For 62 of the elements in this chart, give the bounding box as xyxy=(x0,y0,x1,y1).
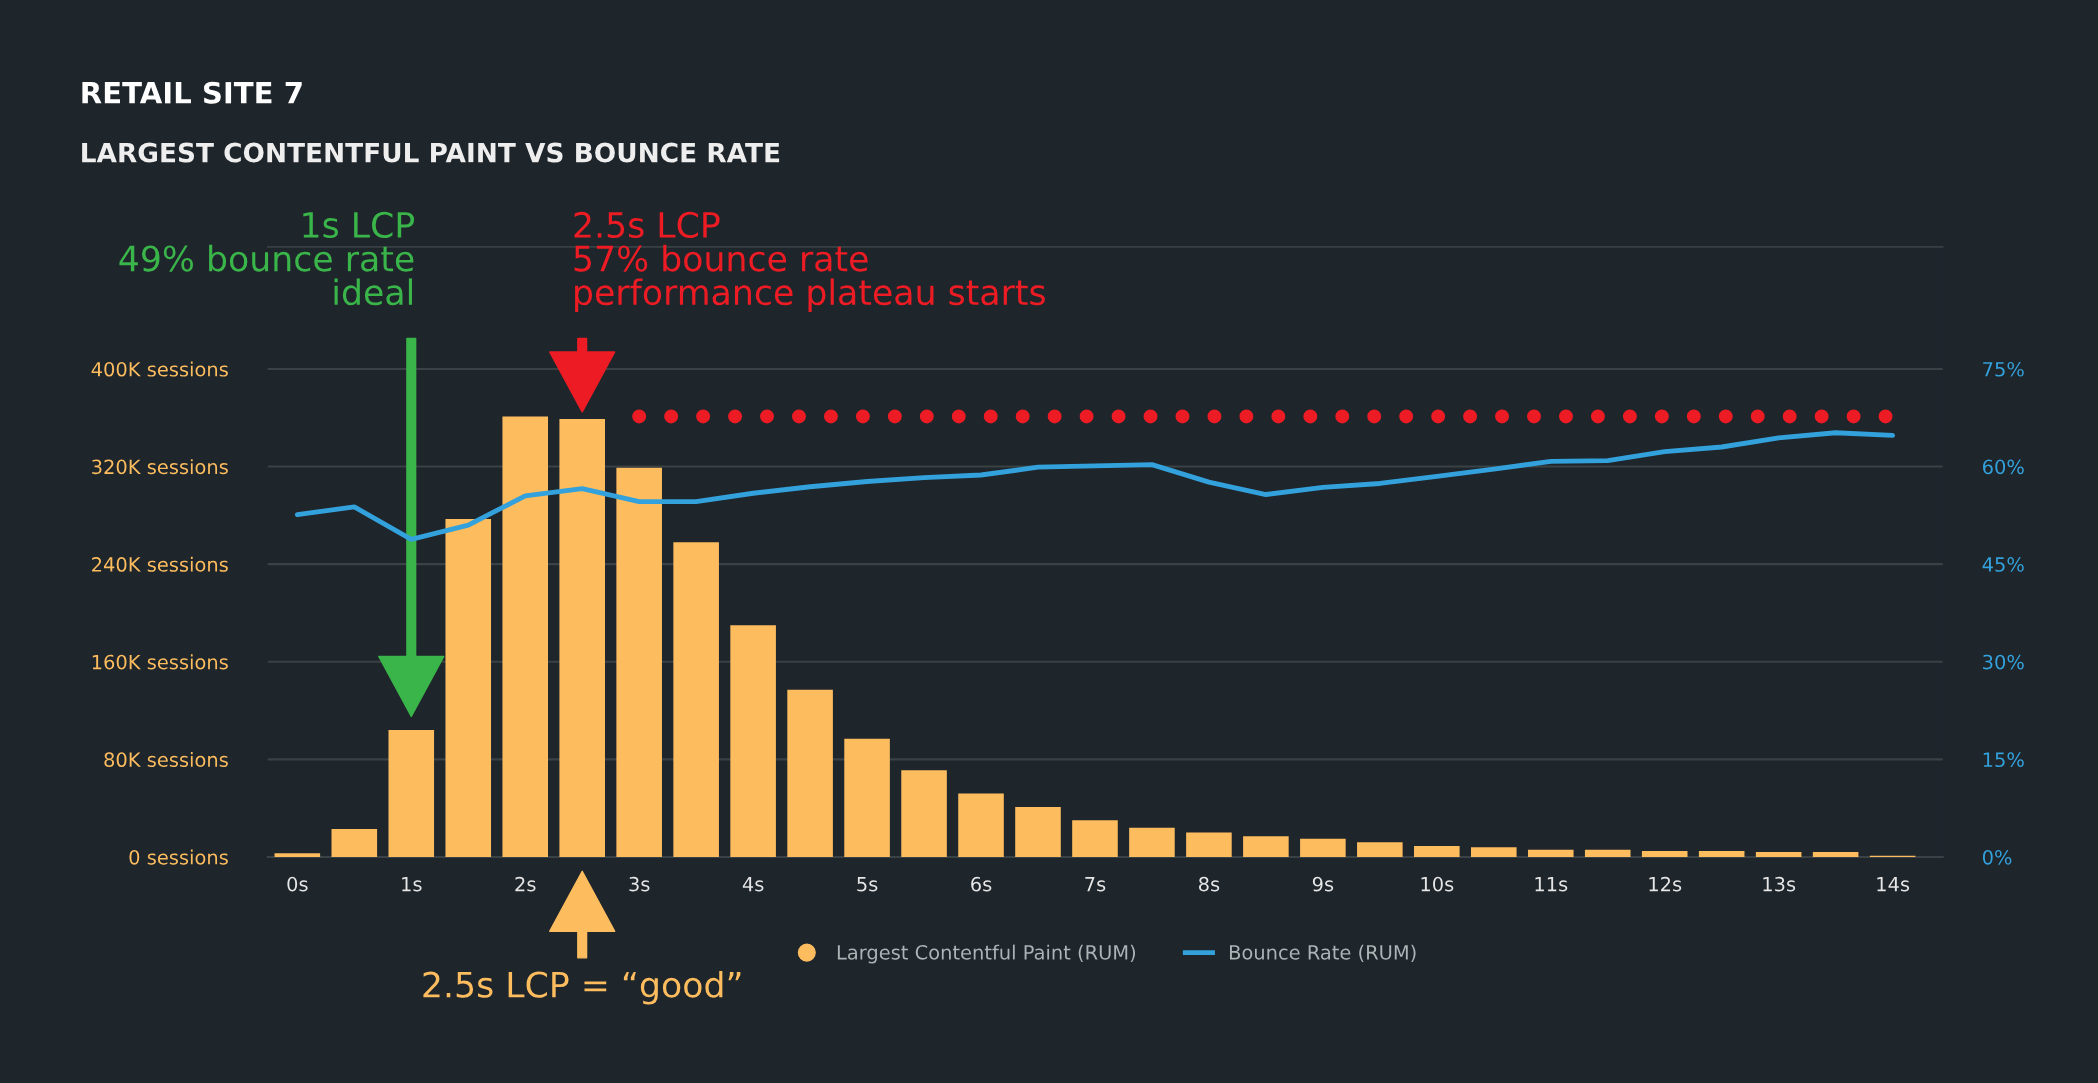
bar xyxy=(502,416,549,857)
bar xyxy=(388,730,435,857)
chart-subtitle: LARGEST CONTENTFUL PAINT VS BOUNCE RATE xyxy=(82,142,780,163)
bar xyxy=(673,542,719,857)
x-tick-label: 8s xyxy=(1198,876,1220,892)
x-tick-label: 13s xyxy=(1763,876,1796,892)
bar xyxy=(1527,849,1574,857)
x-tick-label: 9s xyxy=(1312,876,1334,892)
legend-label: Bounce Rate (RUM) xyxy=(1229,944,1416,962)
x-tick-label: 12s xyxy=(1649,876,1682,892)
bar xyxy=(1015,806,1061,857)
x-tick-label: 0s xyxy=(287,876,308,892)
y2-tick-label: 15% xyxy=(1983,752,2024,768)
chart-title: RETAIL SITE 7 xyxy=(82,81,302,104)
x-tick-label: 1s xyxy=(402,877,422,892)
bar xyxy=(1584,849,1631,857)
bar xyxy=(274,853,321,857)
bar xyxy=(559,418,605,857)
y2-tick-label: 30% xyxy=(1983,654,2024,670)
x-tick-label: 6s xyxy=(971,876,992,892)
bar xyxy=(331,828,378,857)
bar xyxy=(1641,850,1688,857)
bar xyxy=(1300,838,1346,857)
bar xyxy=(901,770,947,857)
bar xyxy=(616,467,662,857)
y2-tick-label: 45% xyxy=(1982,557,2024,572)
line-series xyxy=(294,430,1896,542)
bar xyxy=(1698,850,1745,857)
bar xyxy=(1357,842,1403,857)
bar xyxy=(958,793,1004,857)
x-tick-label: 4s xyxy=(742,877,764,892)
y2-tick-label: 75% xyxy=(1983,361,2024,377)
bar xyxy=(1414,846,1460,857)
y-tick-label: 240K sessions xyxy=(92,556,228,572)
bar xyxy=(1072,820,1118,857)
y-tick-label: 0 sessions xyxy=(129,849,228,865)
x-tick-label: 3s xyxy=(629,876,650,892)
bar xyxy=(1471,847,1517,857)
x-tick-label: 5s xyxy=(857,877,878,892)
bar xyxy=(1812,852,1859,857)
y-tick-label: 160K sessions xyxy=(92,654,228,670)
bar xyxy=(730,625,776,857)
text: 2.5s LCP = “good” xyxy=(423,970,741,1005)
bar xyxy=(844,738,890,857)
y-tick-label: 320K sessions xyxy=(92,459,228,475)
x-tick-label: 11s xyxy=(1535,877,1568,892)
x-tick-label: 7s xyxy=(1085,877,1106,892)
annotation: 2.5s LCP 57% bounce rate performance plateau starts xyxy=(574,211,1045,312)
legend-label: Largest Contentful Paint (RUM) xyxy=(837,944,1136,964)
x-tick-label: 14s xyxy=(1877,877,1910,892)
bar xyxy=(787,689,833,857)
x-tick-label: 10s xyxy=(1421,876,1454,892)
annotation: 1s LCP 49% bounce rate ideal xyxy=(119,211,415,306)
y-tick-label: 80K sessions xyxy=(104,751,228,768)
y2-tick-label: 60% xyxy=(1982,459,2024,475)
y-tick-label: 400K sessions xyxy=(91,361,228,377)
bar xyxy=(1186,832,1232,857)
bar xyxy=(1755,852,1802,857)
bar xyxy=(1243,836,1289,857)
y2-tick-label: 0% xyxy=(1982,849,2012,865)
x-tick-label: 2s xyxy=(515,876,536,892)
bar xyxy=(1129,827,1175,857)
